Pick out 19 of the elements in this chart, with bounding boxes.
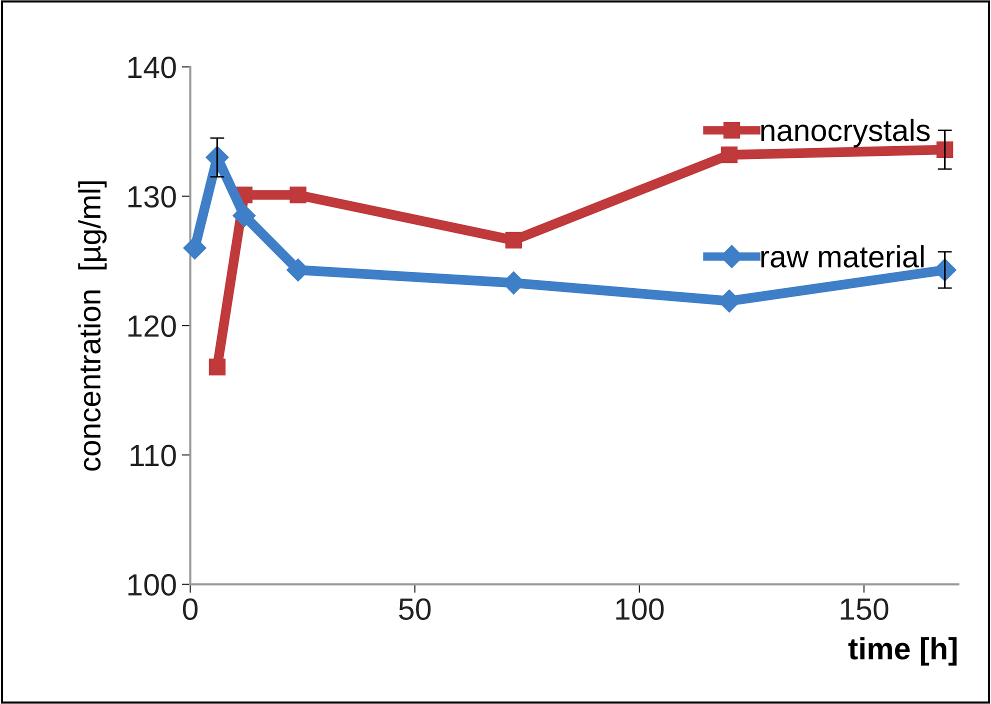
point xyxy=(720,146,738,164)
x-tick-label: 50 xyxy=(399,598,431,620)
y-tick-label: 100 xyxy=(128,574,176,596)
point xyxy=(936,141,954,158)
y-tick-label: 140 xyxy=(128,56,176,78)
y-tick-label: 130 xyxy=(128,186,176,208)
y-axis-title: concentration [µg/ml] xyxy=(78,181,107,471)
legend-label: raw material xyxy=(761,245,924,268)
point xyxy=(290,186,306,204)
point xyxy=(505,232,522,249)
y-tick-label: 120 xyxy=(128,315,176,337)
point xyxy=(232,204,256,228)
x-axis-title: time [h] xyxy=(848,637,957,666)
x-tick-label: 0 xyxy=(182,598,198,620)
x-tick-label: 150 xyxy=(840,598,888,620)
y-tick-label: 110 xyxy=(130,444,176,466)
legend-label: nanocrystals xyxy=(761,118,930,148)
point xyxy=(208,358,226,376)
x-tick-label: 100 xyxy=(616,598,664,620)
